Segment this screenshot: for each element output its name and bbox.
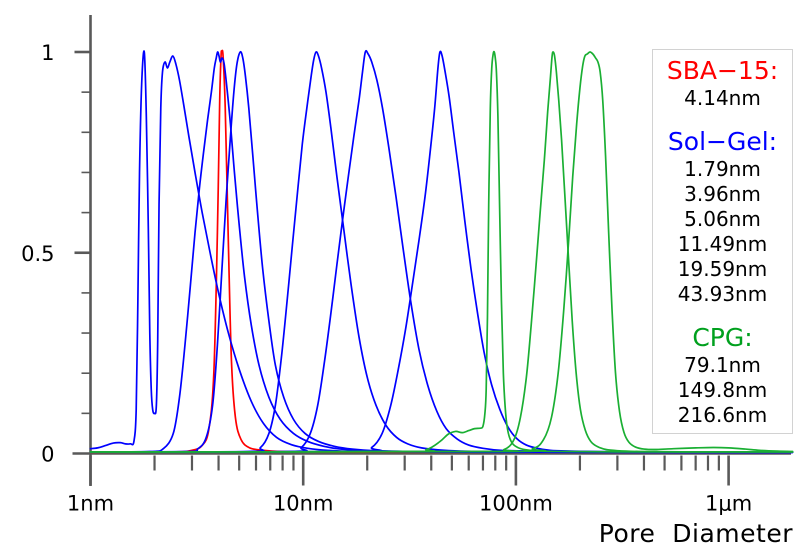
x-axis-minor-ticks: [153, 455, 720, 471]
legend-value: 216.6nm: [677, 403, 768, 427]
legend-heading: SBA−15:: [666, 56, 779, 85]
legend: SBA−15: 4.14nm Sol−Gel: 1.79nm 3.96nm 5.06nm 1…: [652, 49, 793, 434]
legend-group-sba15: SBA−15: 4.14nm: [653, 56, 792, 111]
legend-value: 1.79nm: [684, 157, 761, 181]
x-axis-title: Pore Diameter: [598, 519, 793, 548]
curve-cpg-79p1: [89, 50, 794, 453]
curve-sol-gel-19p59: [89, 49, 794, 454]
legend-value: 19.59nm: [677, 257, 768, 281]
distribution-curves: [89, 49, 794, 454]
x-tick-label: 10nm: [273, 492, 334, 516]
x-axis-tick-labels: 1nm 10nm 100nm 1μm: [67, 492, 752, 516]
curve-cpg-216p6: [89, 51, 794, 453]
curve-sol-gel-1p79: [89, 50, 794, 454]
x-tick-label: 1μm: [705, 492, 752, 516]
legend-group-cpg: CPG: 79.1nm 149.8nm 216.6nm: [653, 323, 792, 428]
curve-sol-gel-3p96: [89, 51, 794, 454]
legend-group-solgel: Sol−Gel: 1.79nm 3.96nm 5.06nm 11.49nm 19.59nm…: [653, 127, 792, 307]
x-tick-label: 1nm: [67, 492, 114, 516]
x-axis-major-ticks: [89, 455, 730, 486]
y-tick-label: 0: [41, 443, 54, 467]
axis-lines: [72, 15, 791, 486]
legend-heading: CPG:: [692, 323, 753, 352]
legend-value: 149.8nm: [677, 378, 768, 402]
legend-value: 3.96nm: [684, 182, 761, 206]
legend-value: 4.14nm: [684, 86, 761, 110]
legend-value: 11.49nm: [677, 232, 768, 256]
legend-value: 79.1nm: [684, 353, 761, 377]
legend-value: 5.06nm: [684, 207, 761, 231]
y-axis-major-ticks: [74, 50, 91, 255]
curve-sol-gel-11p49: [89, 51, 794, 454]
y-tick-label: 0.5: [21, 242, 54, 266]
legend-spacer: [653, 309, 792, 323]
y-axis-tick-labels: 00.51: [21, 41, 54, 467]
y-axis-minor-ticks: [81, 91, 91, 415]
legend-value: 43.93nm: [677, 282, 768, 306]
y-tick-label: 1: [41, 41, 54, 65]
legend-spacer: [653, 113, 792, 127]
curve-cpg-149p8: [89, 51, 794, 453]
legend-heading: Sol−Gel:: [667, 127, 778, 156]
x-tick-label: 100nm: [479, 492, 553, 516]
